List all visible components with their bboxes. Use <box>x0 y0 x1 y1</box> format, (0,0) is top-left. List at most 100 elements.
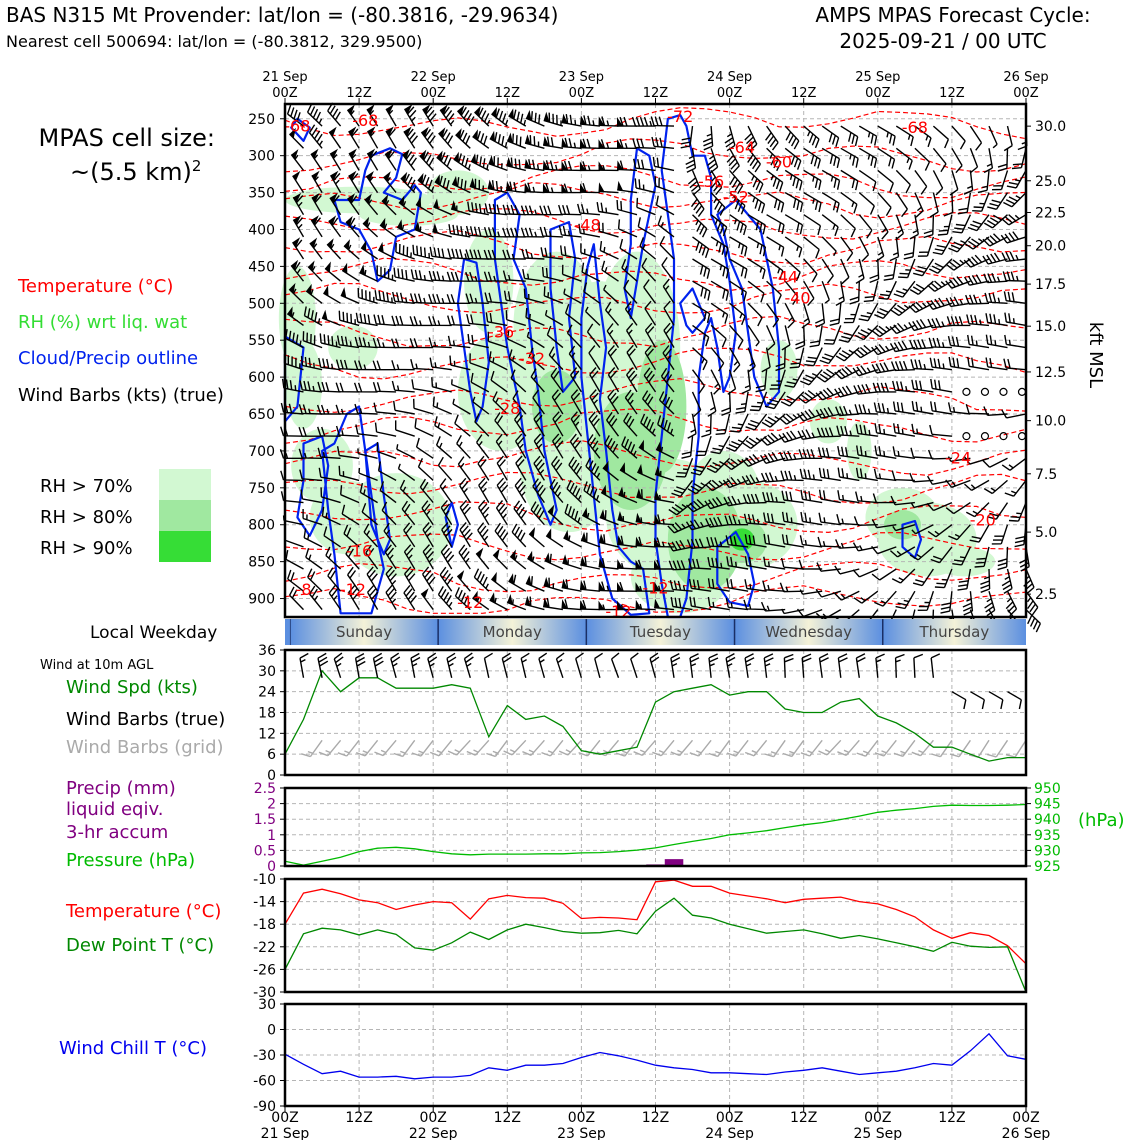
wind-barb <box>290 259 305 282</box>
wind-barb-stroke <box>949 170 959 196</box>
wind-barb-stroke <box>606 323 620 348</box>
wind-barb <box>599 509 619 526</box>
wind-barb-stroke <box>729 280 747 302</box>
wind-barb <box>965 294 990 305</box>
wind-barb-stroke <box>393 267 415 282</box>
wind-barb <box>908 319 934 332</box>
wind-barb <box>948 356 971 371</box>
wind-barb <box>747 236 767 257</box>
wind-barb <box>871 343 897 356</box>
wind-barb-stroke <box>795 325 806 350</box>
wind-barb-stroke <box>1004 334 1027 349</box>
wind-barb-stroke <box>366 108 379 127</box>
wind-barb-flag <box>361 240 367 252</box>
grid-wind-barb <box>411 739 434 757</box>
wind-barb-stroke <box>381 199 397 216</box>
wind-barb <box>895 192 908 218</box>
wind-barb <box>781 490 804 504</box>
wind-barb <box>604 435 620 459</box>
wind-barb-flag <box>493 548 500 559</box>
wind-barb-stroke <box>701 413 712 438</box>
wind-barb <box>616 581 638 592</box>
wind-barb <box>687 413 697 439</box>
wind-barb <box>366 148 379 171</box>
grid-wind-barb <box>818 739 842 756</box>
wind-barb-stroke <box>617 535 638 548</box>
true-wind-barb <box>538 652 548 678</box>
wind-barb <box>840 147 859 168</box>
wind-barb-stroke <box>873 468 897 482</box>
wind-barb-stroke <box>432 396 452 415</box>
wind-barb <box>403 584 417 610</box>
wind-barb <box>710 258 730 279</box>
wind-barb <box>533 455 545 481</box>
wind-barb-stroke <box>280 491 304 504</box>
wind-barb-stroke <box>769 369 786 390</box>
wind-barb-flag <box>438 127 446 138</box>
wind-barb <box>723 457 749 471</box>
wind-barb-stroke <box>335 404 360 415</box>
wind-barb <box>336 335 360 349</box>
wind-barb <box>659 235 675 260</box>
wind-barb <box>784 236 803 258</box>
wind-barb-stroke <box>343 524 360 548</box>
wind-barb-stroke <box>538 652 548 678</box>
wind-barb <box>469 177 490 194</box>
wind-barb-flag <box>618 486 625 498</box>
pressure-tick-label: 500 <box>248 296 275 312</box>
wind-barb <box>403 566 416 592</box>
weekday-segment <box>734 619 883 645</box>
wind-barb <box>692 347 708 371</box>
windchill-panel: 300-30-60-90 <box>253 997 1028 1115</box>
wind-barb <box>483 271 508 282</box>
wind-barb <box>354 403 378 415</box>
wind-barb-stroke <box>644 344 657 371</box>
wind-barb <box>932 170 944 196</box>
wind-barb <box>855 467 878 482</box>
wind-barb <box>707 596 730 611</box>
wind-barb-stroke <box>396 444 416 459</box>
y-tick-label: -90 <box>253 1099 276 1115</box>
wind-barb <box>657 415 675 437</box>
wind-barb-stroke <box>643 279 657 304</box>
true-wind-barb <box>333 652 344 679</box>
wind-barb-stroke <box>496 455 508 481</box>
wind-barb-stroke <box>724 125 736 152</box>
true-wind-barb <box>744 653 755 678</box>
wind-barb-stroke <box>691 391 702 418</box>
kft-tick-label: 17.5 <box>1035 277 1066 293</box>
wind-barb-flag <box>579 600 586 610</box>
wind-barb-stroke <box>353 382 378 393</box>
legend-rh70: RH > 70% <box>40 476 133 497</box>
wind-barb <box>707 391 717 417</box>
wind-barb-stroke <box>483 249 508 260</box>
wind-barb <box>671 479 694 498</box>
wind-barb-stroke <box>974 546 990 568</box>
wind-barb-stroke <box>578 223 601 238</box>
wind-barb <box>324 261 342 282</box>
wind-barb <box>451 379 471 393</box>
wind-barb-stroke <box>487 180 508 194</box>
wind-barb <box>335 359 360 371</box>
wind-barb-stroke <box>605 301 620 326</box>
wind-barb <box>317 426 341 437</box>
bottom-hour-label: 00Z <box>716 1110 743 1126</box>
wind-barb <box>688 558 712 570</box>
wind-barb <box>796 408 823 422</box>
wind-barb-flag <box>291 259 299 271</box>
wind-barb-stroke <box>742 435 768 449</box>
wind-barb-flag <box>599 509 606 520</box>
wind-barb-stroke <box>708 739 731 758</box>
wind-barb-stroke <box>898 258 916 279</box>
wind-barb-stroke <box>1001 568 1013 594</box>
wind-barb-stroke <box>409 293 434 304</box>
wind-barb-stroke <box>428 316 452 327</box>
wind-barb <box>654 176 675 194</box>
wind-barb <box>525 109 545 127</box>
wind-barb <box>569 433 582 459</box>
wind-barb <box>532 478 546 504</box>
wind-barb <box>662 278 675 304</box>
grid-wind-barb <box>987 739 1009 758</box>
pressure-tick-label: 650 <box>248 407 275 423</box>
